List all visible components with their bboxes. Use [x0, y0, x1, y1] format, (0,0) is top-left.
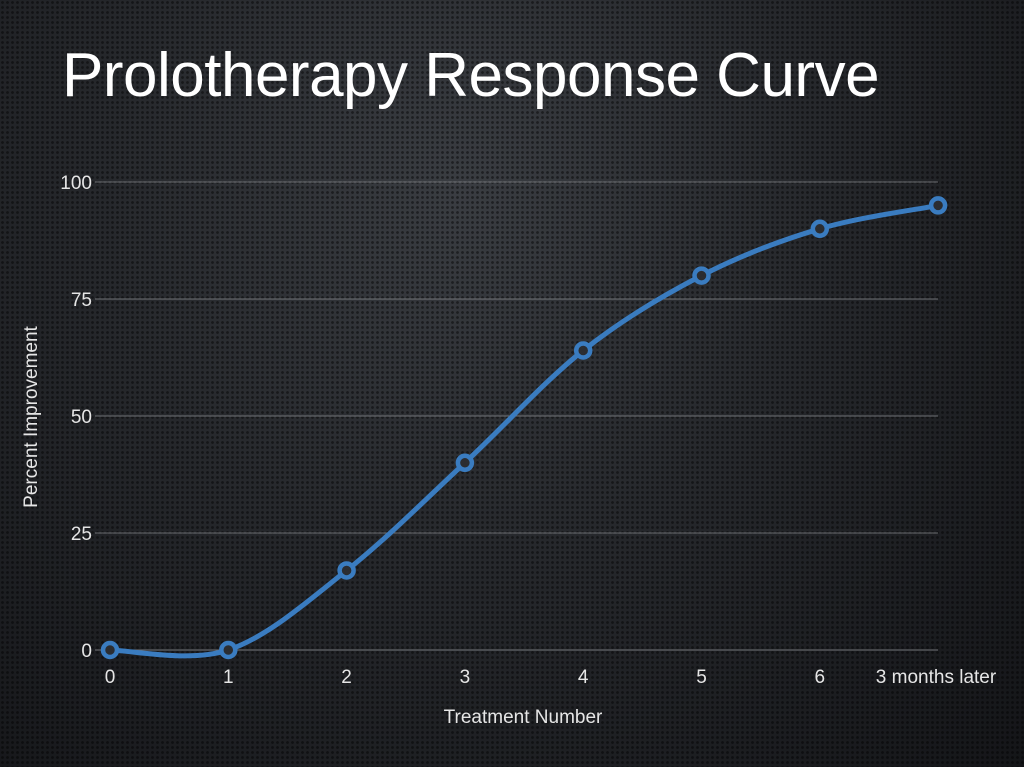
- y-tick-label: 25: [71, 524, 92, 545]
- data-point: [928, 196, 948, 215]
- x-tick-label: 4: [578, 667, 589, 688]
- x-axis-label: Treatment Number: [444, 707, 603, 728]
- x-tick-label: 3 months later: [876, 667, 997, 688]
- data-point: [573, 341, 593, 360]
- data-point: [219, 640, 238, 660]
- y-tick-labels: 0 25 50 75 100: [60, 173, 92, 662]
- x-tick-label: 2: [341, 667, 352, 688]
- y-tick-label: 0: [81, 641, 92, 662]
- y-tick-label: 50: [71, 407, 92, 428]
- data-point: [455, 453, 475, 473]
- x-tick-label: 1: [223, 667, 234, 688]
- x-tick-label: 6: [815, 667, 826, 688]
- data-point: [100, 640, 120, 660]
- y-axis-label: Percent Improvement: [21, 325, 42, 507]
- x-tick-label: 3: [460, 667, 471, 688]
- y-tick-label: 100: [60, 173, 92, 194]
- x-tick-label: 0: [105, 667, 116, 688]
- data-point: [337, 561, 356, 580]
- slide-title: Prolotherapy Response Curve: [62, 41, 880, 110]
- y-tick-label: 75: [71, 290, 92, 311]
- x-tick-label: 5: [696, 667, 707, 688]
- gridlines: [95, 181, 938, 651]
- data-point: [810, 219, 830, 239]
- data-point: [692, 266, 711, 285]
- series-line: [107, 202, 941, 659]
- x-tick-labels: 0 1 2 3 4 5 6 3 months later: [105, 667, 997, 688]
- data-points: [100, 196, 948, 660]
